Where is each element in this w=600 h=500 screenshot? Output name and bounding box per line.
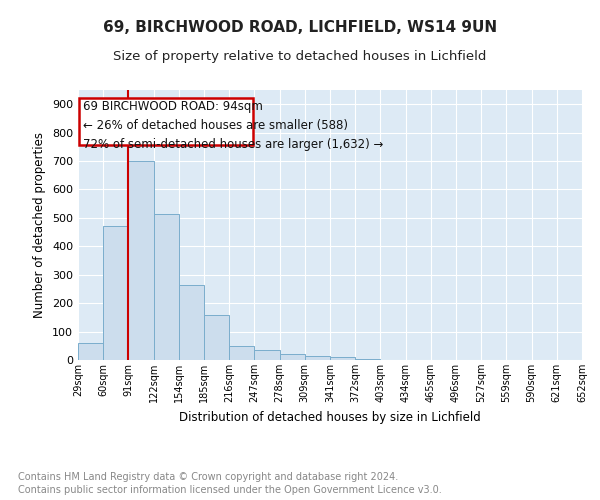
Bar [280, 354, 305, 360]
Bar [128, 161, 154, 360]
Bar [78, 343, 103, 360]
Y-axis label: Number of detached properties: Number of detached properties [34, 132, 46, 318]
Bar [254, 350, 280, 360]
Bar [330, 357, 355, 360]
X-axis label: Distribution of detached houses by size in Lichfield: Distribution of detached houses by size … [179, 410, 481, 424]
Bar [154, 214, 179, 360]
Bar [204, 314, 229, 360]
Text: Contains public sector information licensed under the Open Government Licence v3: Contains public sector information licen… [18, 485, 442, 495]
Bar [355, 358, 380, 360]
Text: 69 BIRCHWOOD ROAD: 94sqm
← 26% of detached houses are smaller (588)
72% of semi-: 69 BIRCHWOOD ROAD: 94sqm ← 26% of detach… [83, 100, 383, 151]
Bar [229, 346, 254, 360]
Bar [305, 356, 330, 360]
Bar [179, 284, 204, 360]
Text: Contains HM Land Registry data © Crown copyright and database right 2024.: Contains HM Land Registry data © Crown c… [18, 472, 398, 482]
Bar [79, 98, 253, 146]
Text: 69, BIRCHWOOD ROAD, LICHFIELD, WS14 9UN: 69, BIRCHWOOD ROAD, LICHFIELD, WS14 9UN [103, 20, 497, 35]
Bar [103, 226, 128, 360]
Text: Size of property relative to detached houses in Lichfield: Size of property relative to detached ho… [113, 50, 487, 63]
